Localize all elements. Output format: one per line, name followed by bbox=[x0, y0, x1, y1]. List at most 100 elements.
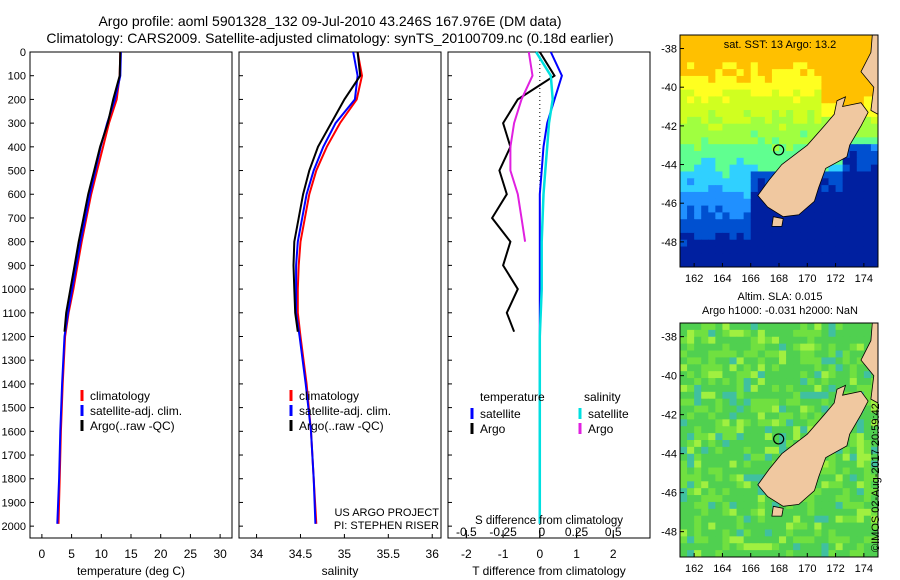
sla-map-cell bbox=[736, 501, 745, 510]
sla-map-cell bbox=[842, 543, 851, 551]
sst-map-cell bbox=[807, 48, 815, 57]
sst-map-cell bbox=[687, 191, 695, 200]
sst-map-cell bbox=[715, 123, 724, 132]
sla-map-cell bbox=[715, 350, 724, 359]
sst-map-cell bbox=[708, 110, 716, 118]
sla-map-cell bbox=[701, 440, 709, 448]
sla-map-cell bbox=[680, 529, 688, 537]
sla-map-xtick-label: 162 bbox=[685, 563, 703, 575]
sst-map-cell bbox=[849, 137, 858, 145]
sla-map-cell bbox=[800, 336, 808, 345]
sst-map-cell bbox=[764, 239, 773, 248]
sst-map-cell bbox=[786, 130, 794, 138]
sla-map-cell bbox=[849, 536, 858, 544]
sst-map-cell bbox=[828, 191, 837, 200]
sst-map-cell bbox=[786, 62, 794, 70]
sst-map-cell bbox=[701, 260, 709, 267]
sla-map-cell bbox=[807, 378, 815, 386]
sst-map-cell bbox=[729, 103, 738, 111]
sst-map-cell bbox=[687, 48, 695, 57]
sst-map-cell bbox=[828, 178, 837, 186]
sla-map-cell bbox=[849, 350, 858, 359]
sla-map-cell bbox=[807, 384, 815, 393]
sst-map-cell bbox=[694, 82, 702, 91]
sla-map-cell bbox=[786, 426, 794, 434]
sla-map-cell bbox=[729, 440, 738, 448]
sst-map-cell bbox=[729, 178, 738, 186]
sst-map-cell bbox=[736, 103, 745, 111]
sla-map-cell bbox=[779, 384, 787, 393]
sla-map-cell bbox=[828, 515, 837, 524]
sst-map-cell bbox=[743, 205, 752, 214]
sst-map-cell bbox=[687, 198, 695, 207]
sst-map-cell bbox=[757, 260, 766, 267]
sst-map-cell bbox=[708, 41, 716, 50]
sst-map-cell bbox=[764, 41, 773, 50]
sst-map-cell bbox=[828, 171, 837, 179]
sla-map-cell bbox=[856, 460, 865, 469]
sla-map-cell bbox=[849, 343, 858, 352]
sla-map-cell bbox=[856, 364, 865, 372]
sla-map-cell bbox=[828, 467, 837, 476]
sst-map-cell bbox=[863, 178, 872, 186]
sla-map-cell bbox=[708, 412, 716, 420]
sst-map-cell bbox=[743, 164, 752, 173]
sla-map-cell bbox=[701, 536, 709, 544]
sst-map-cell bbox=[842, 55, 851, 63]
sst-map-cell bbox=[750, 144, 759, 152]
sla-map-cell bbox=[821, 350, 830, 359]
sla-map-cell bbox=[694, 412, 702, 420]
sst-map-cell bbox=[764, 69, 773, 77]
sla-map-cell bbox=[793, 357, 801, 365]
sst-map-cell bbox=[842, 82, 851, 91]
sst-map-cell bbox=[870, 110, 878, 118]
sst-map-cell bbox=[814, 123, 823, 132]
sst-map-cell bbox=[835, 62, 844, 70]
sst-map-cell bbox=[687, 260, 695, 267]
sst-map-cell bbox=[722, 178, 731, 186]
sla-map-cell bbox=[807, 419, 815, 427]
sst-map-cell bbox=[722, 185, 731, 193]
sla-map-cell bbox=[743, 543, 752, 551]
sst-map-cell bbox=[708, 198, 716, 207]
sst-map-cell bbox=[807, 246, 815, 254]
sst-map-cell bbox=[814, 205, 823, 214]
sla-map-cell bbox=[800, 384, 808, 393]
sla-map-cell bbox=[715, 481, 724, 489]
sla-map-cell bbox=[750, 398, 759, 407]
sst-map-cell bbox=[807, 69, 815, 77]
sla-map-cell bbox=[870, 405, 878, 414]
sla-map-cell bbox=[722, 350, 731, 359]
sst-map-cell bbox=[694, 205, 702, 214]
sst-map-cell bbox=[779, 116, 787, 125]
sla-map-cell bbox=[715, 398, 724, 407]
sla-map-cell bbox=[708, 391, 716, 400]
diff-xlabel: T difference from climatology bbox=[472, 564, 626, 578]
sst-map-cell bbox=[779, 103, 787, 111]
sla-map-cell bbox=[786, 371, 794, 379]
sla-map-cell bbox=[743, 398, 752, 407]
sla-map-cell bbox=[722, 543, 731, 551]
sla-map-cell bbox=[701, 508, 709, 517]
sla-map-cell bbox=[743, 426, 752, 434]
depth-ytick-label: 1700 bbox=[2, 450, 26, 462]
sla-map-cell bbox=[687, 529, 695, 537]
sst-map-cell bbox=[701, 157, 709, 166]
sla-map-cell bbox=[708, 343, 716, 352]
sst-map-cell bbox=[786, 82, 794, 91]
sla-map-cell bbox=[687, 488, 695, 496]
sla-map-cell bbox=[821, 550, 830, 557]
sla-map-cell bbox=[729, 426, 738, 434]
sst-map-xtick-label: 174 bbox=[855, 273, 873, 285]
sst-map-cell bbox=[779, 151, 787, 159]
sla-map-cell bbox=[701, 550, 709, 557]
sst-map-cell bbox=[687, 69, 695, 77]
sla-map-cell bbox=[757, 336, 766, 345]
sla-map-cell bbox=[828, 529, 837, 537]
sla-map-cell bbox=[849, 336, 858, 345]
sst-map-field bbox=[680, 35, 878, 267]
sla-map-cell bbox=[729, 508, 738, 517]
sst-map-ytick-label: -48 bbox=[661, 237, 677, 249]
sst-map-cell bbox=[814, 232, 823, 241]
sla-map-cell bbox=[729, 467, 738, 476]
